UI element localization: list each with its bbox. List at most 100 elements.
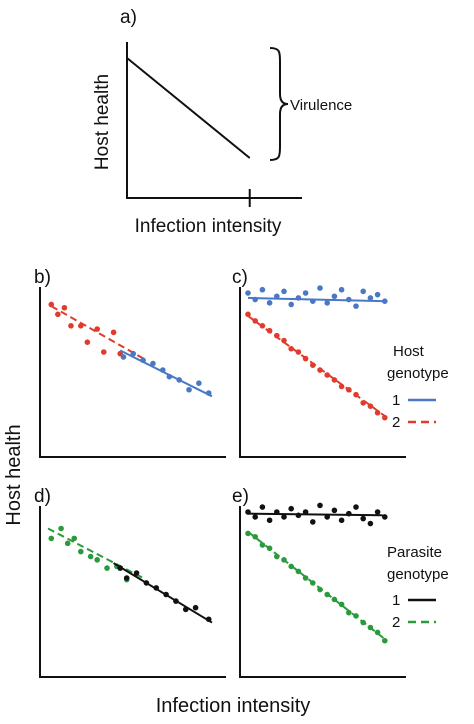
data-point xyxy=(295,295,302,301)
legend-label-1: 1 xyxy=(392,592,400,609)
data-point xyxy=(374,629,381,636)
data-point xyxy=(310,298,316,305)
data-point xyxy=(274,553,280,560)
legend-title-line2: genotype xyxy=(387,566,449,583)
data-point xyxy=(245,509,251,515)
data-point xyxy=(367,295,374,301)
data-point xyxy=(317,502,323,509)
data-point xyxy=(382,514,388,520)
data-point xyxy=(374,291,381,298)
virulence-annotation: Virulence xyxy=(290,97,352,114)
panel-a-axes xyxy=(126,42,302,199)
axes xyxy=(239,287,406,458)
data-point xyxy=(302,355,309,362)
data-point xyxy=(382,298,388,305)
data-point xyxy=(382,637,388,644)
data-point xyxy=(360,619,367,626)
data-point xyxy=(58,525,64,532)
panel-c-label: c) xyxy=(232,267,248,288)
data-point xyxy=(266,300,273,306)
data-point xyxy=(140,357,146,364)
data-point xyxy=(360,288,367,295)
data-point xyxy=(317,586,323,593)
data-point xyxy=(94,326,100,332)
data-point xyxy=(331,507,338,514)
panel-c: c) Host genotype 1 2 xyxy=(232,267,449,458)
data-point xyxy=(324,514,331,520)
data-point xyxy=(331,293,338,300)
series-2 xyxy=(113,562,213,624)
data-point xyxy=(353,504,359,510)
data-point xyxy=(245,290,251,296)
data-point xyxy=(160,367,166,373)
data-point xyxy=(274,509,280,515)
data-point xyxy=(61,304,68,311)
axes xyxy=(39,287,226,458)
data-point xyxy=(302,290,309,296)
data-point xyxy=(48,301,55,308)
panel-e: e) Parasite genotype 1 2 xyxy=(232,486,449,678)
data-point xyxy=(338,517,345,524)
data-point xyxy=(338,383,345,390)
data-point xyxy=(281,514,287,520)
data-point xyxy=(288,301,295,308)
legend-title-line1: Parasite xyxy=(387,544,442,561)
series-2 xyxy=(119,349,213,398)
data-point xyxy=(173,598,179,604)
data-point xyxy=(360,515,367,522)
data-point xyxy=(324,591,331,598)
data-point xyxy=(120,354,127,360)
series-1 xyxy=(245,285,388,309)
data-point xyxy=(182,606,189,613)
legend-label-2: 2 xyxy=(392,414,400,431)
data-point xyxy=(353,613,359,619)
trend-line xyxy=(50,305,147,362)
data-point xyxy=(353,303,359,309)
data-point xyxy=(166,373,173,380)
trend-line xyxy=(247,296,385,303)
data-point xyxy=(176,377,182,383)
panel-a-line xyxy=(126,57,251,159)
data-point xyxy=(87,553,94,560)
data-point xyxy=(295,568,302,575)
axes xyxy=(39,506,226,678)
data-point xyxy=(310,362,316,368)
panel-a-label: a) xyxy=(120,7,137,28)
data-point xyxy=(78,323,84,329)
data-point xyxy=(205,390,212,396)
data-point xyxy=(367,403,374,409)
data-point xyxy=(266,327,273,334)
data-point xyxy=(324,300,331,306)
data-point xyxy=(245,530,251,537)
data-point xyxy=(338,601,345,608)
data-point xyxy=(84,339,91,346)
data-point xyxy=(123,575,130,581)
shared-ylabel: Host health xyxy=(3,424,25,525)
data-point xyxy=(338,286,345,293)
data-point xyxy=(367,624,374,631)
data-point xyxy=(68,323,74,329)
data-point xyxy=(346,386,352,393)
data-point xyxy=(117,565,123,571)
data-point xyxy=(360,400,367,406)
data-point xyxy=(143,580,150,586)
trend-line xyxy=(247,512,385,517)
data-point xyxy=(346,609,352,616)
data-point xyxy=(259,286,266,293)
data-point xyxy=(317,285,323,291)
data-point xyxy=(266,517,273,524)
data-point xyxy=(259,323,266,329)
data-point xyxy=(274,293,280,300)
data-point xyxy=(245,311,251,318)
legend-title-line1: Host xyxy=(393,343,425,360)
data-point xyxy=(71,535,78,542)
virulence-brace xyxy=(269,47,289,161)
series-2 xyxy=(245,311,388,421)
data-point xyxy=(192,604,199,611)
data-point xyxy=(163,591,169,598)
data-point xyxy=(110,329,117,336)
data-point xyxy=(259,504,266,510)
panel-d-label: d) xyxy=(34,486,51,507)
data-point xyxy=(100,349,107,355)
data-point xyxy=(295,349,302,355)
